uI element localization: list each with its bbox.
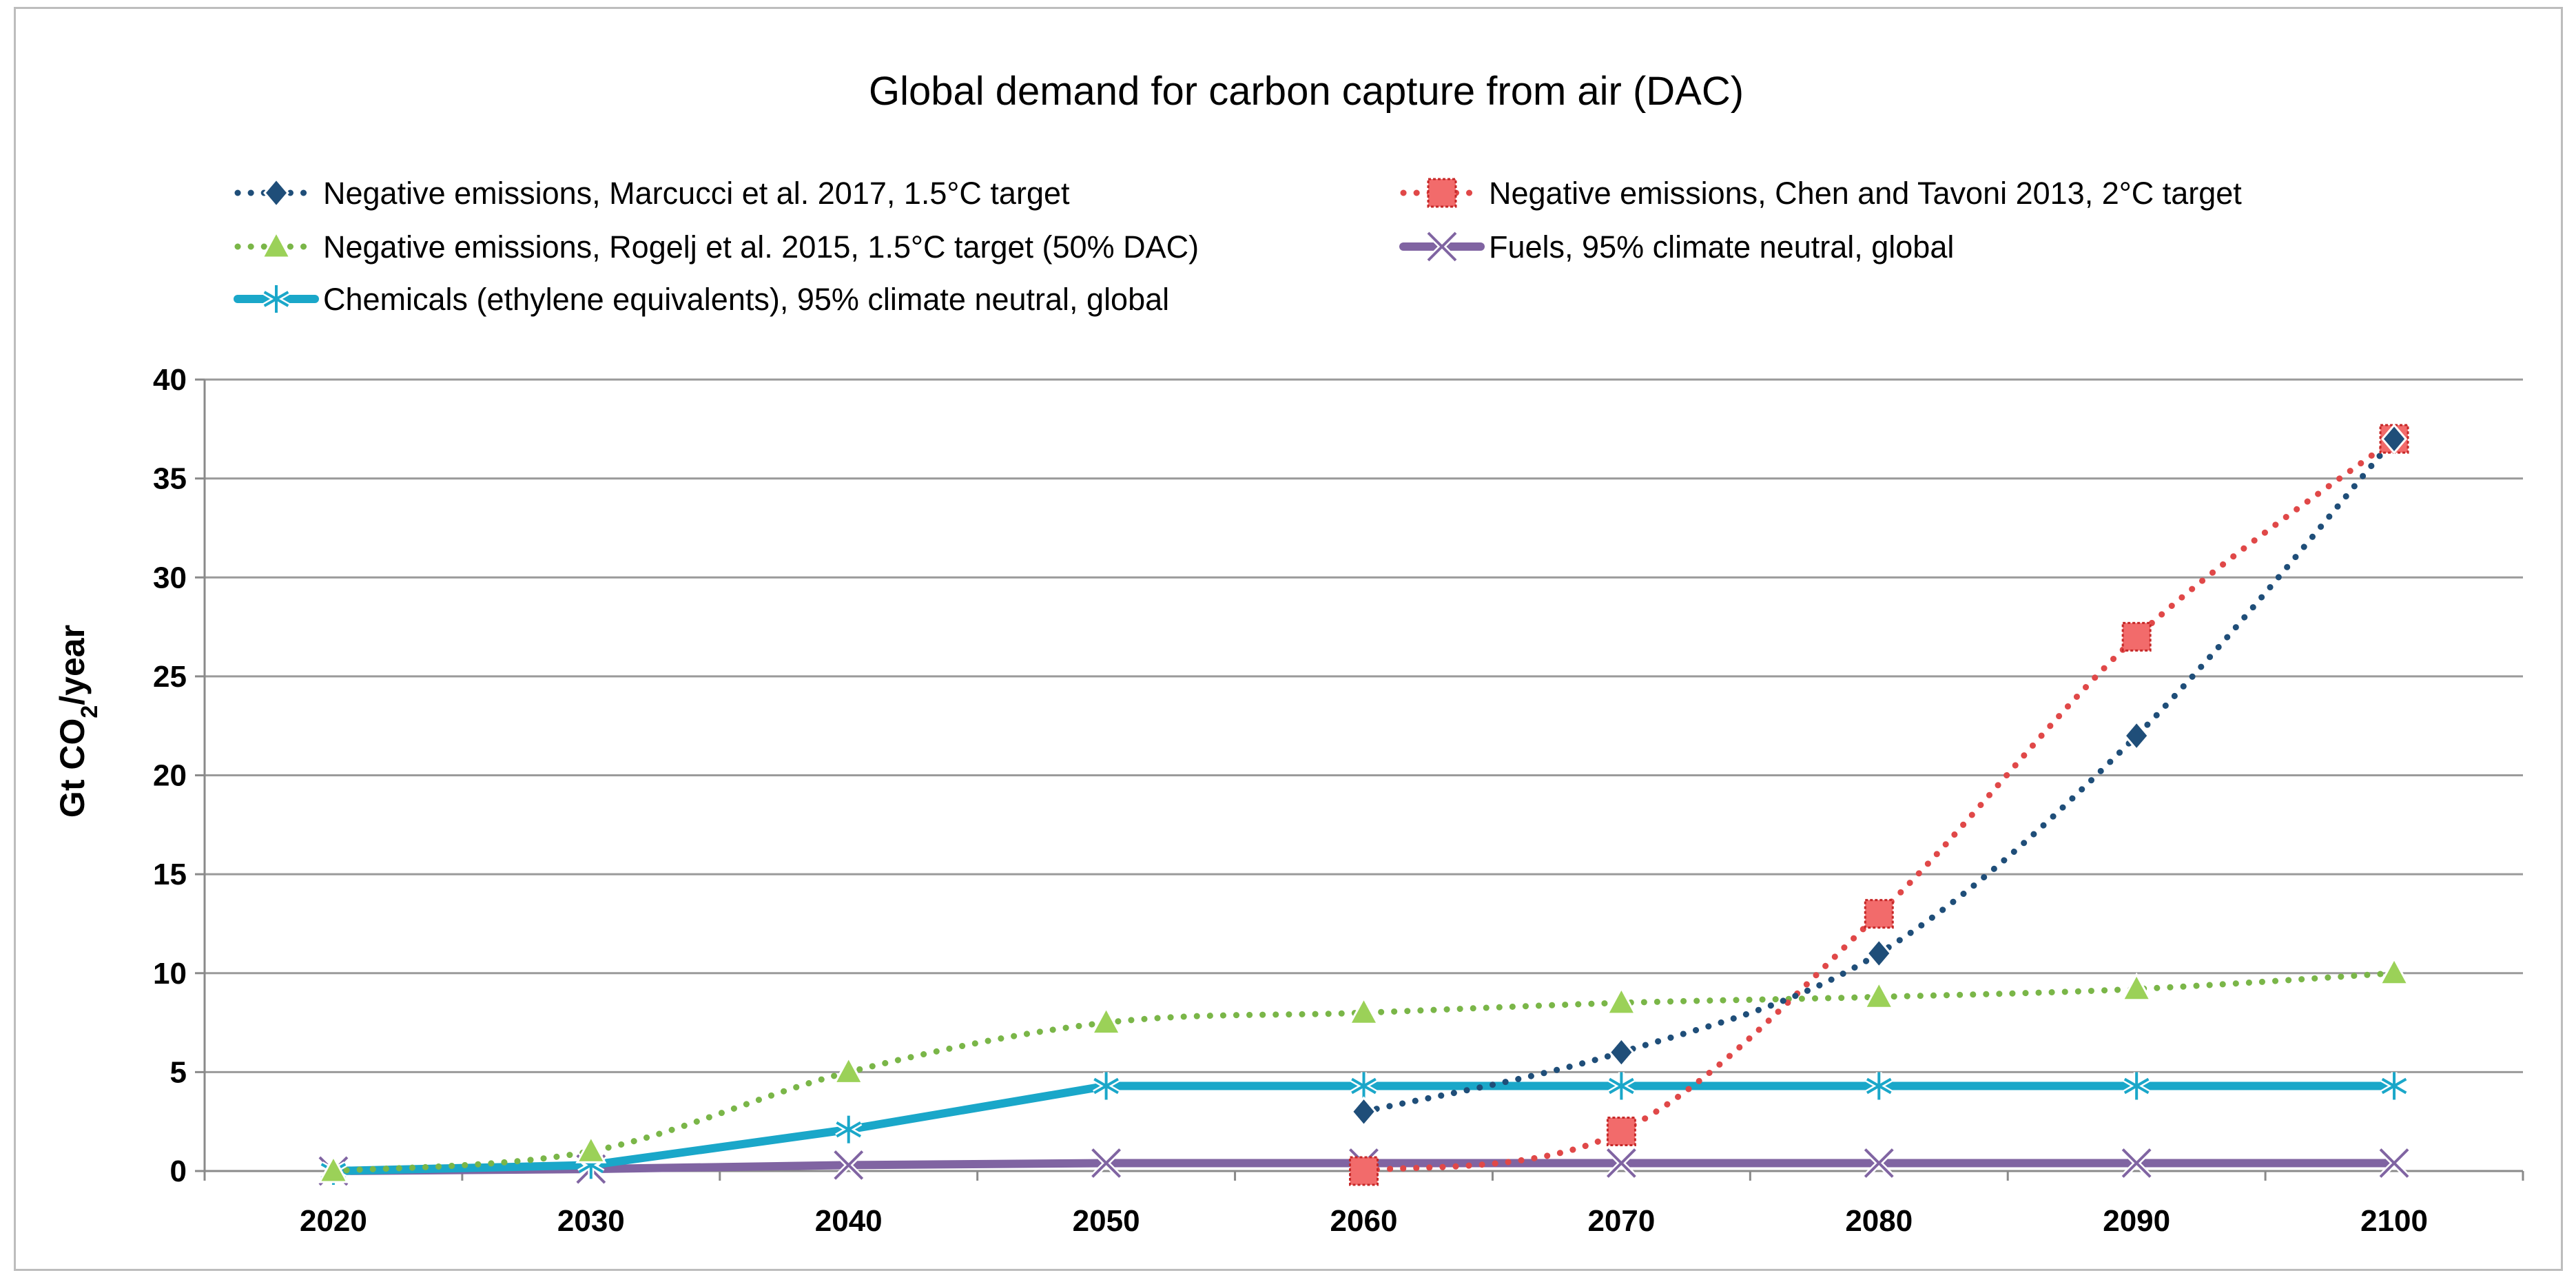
data-point-marcucci: [2123, 720, 2150, 752]
marker-part: [1866, 1077, 1892, 1095]
data-point-rogelj: [1091, 1006, 1122, 1035]
marker-part: [263, 291, 289, 307]
series-lines: [329, 435, 2399, 1175]
y-tick-label: 5: [170, 1055, 187, 1089]
data-point-fuels: [1090, 1147, 1122, 1179]
marker-part: [2381, 1077, 2407, 1095]
legend-swatch-marker: [262, 285, 290, 313]
data-point-rogelj: [575, 1135, 607, 1163]
marker-part: [834, 1150, 864, 1180]
data-point-chemicals: [1607, 1072, 1635, 1100]
marker-part: [1093, 1077, 1119, 1095]
legend-label: Chemicals (ethylene equivalents), 95% cl…: [323, 282, 1169, 317]
legend: Negative emissions, Marcucci et al. 2017…: [234, 176, 2242, 317]
marker-part: [1351, 1077, 1377, 1095]
series-markers: [317, 423, 2411, 1188]
data-point-rogelj: [833, 1055, 865, 1084]
x-tick-label: 2100: [2360, 1204, 2428, 1238]
data-point-marcucci: [1608, 1037, 1635, 1068]
x-tick-label: 2070: [1587, 1204, 1655, 1238]
x-tick-labels: 2020 2030 2040 2050 2060 2070 2080 2090 2100: [300, 1204, 2428, 1238]
data-point-rogelj: [318, 1154, 349, 1183]
data-point-rogelj: [2378, 956, 2410, 986]
gridlines: [195, 378, 2523, 1172]
x-tick-label: 2050: [1073, 1204, 1140, 1238]
y-tick-label: 25: [153, 660, 187, 694]
data-point-marcucci: [1866, 938, 1893, 969]
data-point-fuels: [2378, 1147, 2411, 1179]
plot-area: 0 5 10 15 20 25 30 35 40 2020 2030 2040 2050 2060 207…: [153, 363, 2524, 1238]
data-point-rogelj: [1863, 980, 1895, 1009]
x-tick-label: 2080: [1845, 1204, 1913, 1238]
marker-part: [1609, 1077, 1634, 1095]
data-point-fuels: [832, 1149, 865, 1181]
data-point-rogelj: [1348, 996, 1380, 1025]
data-point-fuels: [2120, 1147, 2153, 1179]
x-tick-label: 2040: [815, 1204, 883, 1238]
legend-item-chemicals: Chemicals (ethylene equivalents), 95% cl…: [234, 282, 1169, 317]
legend-swatch-marker: [1427, 178, 1457, 208]
y-tick-label: 20: [153, 759, 187, 793]
data-point-chemicals: [1865, 1072, 1893, 1100]
data-point-chemicals: [2380, 1072, 2408, 1100]
marker-part: [2123, 1077, 2150, 1095]
legend-swatch-marker: [263, 177, 289, 209]
y-tick-label: 0: [170, 1154, 187, 1188]
marker-part: [1864, 1148, 1894, 1178]
data-point-chen: [2121, 621, 2152, 652]
legend-item-fuels: Fuels, 95% climate neutral, global: [1399, 229, 1954, 265]
data-point-rogelj: [2121, 972, 2152, 1002]
x-tick-label: 2020: [300, 1204, 367, 1238]
legend-swatch-marker: [1425, 230, 1459, 263]
legend-swatch-marker: [260, 229, 292, 259]
data-point-chen: [1606, 1117, 1636, 1147]
y-axis-label: Gt CO2/year: [53, 625, 103, 818]
marker-part: [1091, 1148, 1122, 1178]
data-point-fuels: [1605, 1147, 1638, 1179]
series-line-marcucci: [1361, 435, 2398, 1115]
data-point-chemicals: [2123, 1072, 2150, 1100]
legend-label: Negative emissions, Chen and Tavoni 2013…: [1489, 176, 2242, 211]
x-tick-label: 2060: [1330, 1204, 1398, 1238]
data-point-marcucci: [2381, 423, 2408, 455]
data-point-rogelj: [1605, 986, 1637, 1015]
legend-label: Negative emissions, Rogelj et al. 2015, …: [323, 229, 1199, 265]
marker-part: [1606, 1148, 1636, 1178]
chart-title: Global demand for carbon capture from ai…: [869, 69, 1744, 114]
y-tick-labels: 0 5 10 15 20 25 30 35 40: [153, 363, 187, 1188]
x-tick-label: 2090: [2103, 1204, 2170, 1238]
data-point-chemicals: [835, 1115, 863, 1143]
y-tick-label: 40: [153, 363, 187, 397]
legend-label: Fuels, 95% climate neutral, global: [1489, 229, 1954, 265]
data-point-chemicals: [1093, 1072, 1120, 1100]
legend-item-chen: Negative emissions, Chen and Tavoni 2013…: [1400, 176, 2242, 211]
x-tick-label: 2030: [557, 1204, 625, 1238]
legend-item-rogelj: Negative emissions, Rogelj et al. 2015, …: [234, 229, 1199, 265]
series-line-rogelj: [330, 970, 2398, 1174]
y-tick-label: 15: [153, 858, 187, 891]
legend-label: Negative emissions, Marcucci et al. 2017…: [323, 176, 1070, 211]
y-tick-label: 30: [153, 561, 187, 594]
data-point-chemicals: [1350, 1072, 1378, 1100]
series-line-chen: [1361, 435, 2398, 1174]
data-point-marcucci: [1350, 1096, 1377, 1128]
marker-part: [2379, 1148, 2409, 1178]
marker-part: [1427, 231, 1457, 262]
data-point-chen: [1349, 1156, 1379, 1186]
y-tick-label: 10: [153, 957, 187, 991]
y-tick-label: 35: [153, 462, 187, 496]
marker-part: [836, 1121, 862, 1138]
marker-part: [2121, 1148, 2152, 1178]
legend-item-marcucci: Negative emissions, Marcucci et al. 2017…: [234, 176, 1070, 211]
axes: [203, 380, 2524, 1181]
data-point-fuels: [1863, 1147, 1895, 1179]
data-point-chen: [1864, 899, 1894, 929]
